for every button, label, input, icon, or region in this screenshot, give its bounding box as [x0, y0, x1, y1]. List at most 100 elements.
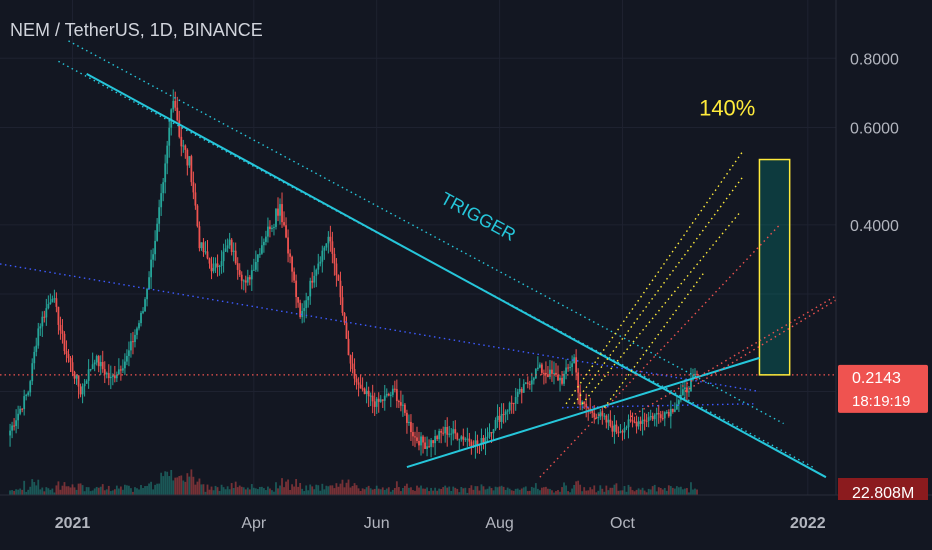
volume-bar — [27, 489, 30, 495]
candle-body — [279, 204, 281, 216]
candle-body — [208, 258, 211, 264]
trend-line[interactable] — [603, 270, 706, 409]
candle-body — [555, 372, 557, 375]
volume-bar — [51, 488, 54, 495]
candle-body — [93, 362, 96, 365]
trend-line[interactable] — [684, 293, 847, 393]
volume-bar — [134, 487, 136, 495]
volume-bar — [401, 487, 404, 495]
volume-bar — [232, 487, 235, 495]
volume-bar — [651, 486, 654, 495]
volume-bar — [605, 485, 608, 495]
candle-body — [75, 375, 78, 379]
volume-bar — [412, 490, 414, 495]
candle-body — [27, 392, 30, 395]
volume-bar — [655, 491, 658, 495]
candle-body — [335, 263, 338, 276]
volume-bar — [359, 490, 362, 495]
candle-body — [53, 298, 56, 300]
trend-line[interactable] — [0, 263, 760, 393]
candle-body — [377, 398, 380, 402]
time-axis[interactable] — [0, 495, 932, 550]
volume-bar — [416, 485, 418, 495]
candle-body — [69, 358, 72, 363]
candle-body — [536, 367, 539, 370]
candle-body — [391, 388, 394, 395]
trend-line[interactable] — [58, 60, 817, 470]
volume-bar — [107, 485, 110, 495]
volume-bar — [607, 490, 610, 495]
volume-bar — [208, 489, 211, 495]
candle-body — [625, 427, 628, 429]
candle-body — [126, 355, 128, 362]
volume-bar — [329, 485, 332, 495]
volume-bar — [17, 489, 20, 495]
volume-bar — [601, 488, 604, 495]
trigger-trend-line[interactable] — [86, 72, 827, 479]
symbol-title: NEM / TetherUS, 1D, BINANCE — [10, 20, 263, 40]
candle-body — [446, 426, 449, 435]
candle-body — [309, 280, 312, 297]
candle-body — [440, 431, 443, 433]
volume-bar — [283, 487, 285, 495]
candle-body — [91, 364, 94, 370]
trend-line[interactable] — [68, 40, 784, 425]
volume-bar — [569, 492, 571, 495]
candle-body — [494, 419, 497, 430]
volume-bar — [180, 475, 183, 495]
volume-bar — [667, 485, 670, 495]
candle-body — [379, 399, 382, 402]
candle-body — [432, 440, 435, 444]
volume-badge — [838, 478, 928, 500]
volume-bar — [615, 483, 618, 495]
volume-bar — [311, 486, 314, 495]
volume-bar — [295, 479, 298, 495]
volume-bar — [260, 486, 263, 495]
candle-body — [41, 316, 44, 327]
candle-body — [79, 386, 82, 395]
volume-bar — [13, 490, 16, 495]
volume-bar — [196, 481, 199, 495]
volume-bar — [89, 491, 92, 495]
candle-body — [321, 250, 324, 262]
volume-bar — [597, 490, 600, 495]
volume-bar — [303, 491, 306, 495]
candle-body — [530, 380, 533, 385]
volume-bar — [406, 483, 408, 495]
volume-bar — [345, 482, 348, 495]
candle-body — [103, 369, 106, 375]
candle-body — [615, 424, 618, 433]
trend-line[interactable] — [573, 175, 744, 405]
candle-body — [23, 396, 26, 410]
volume-bar — [57, 481, 60, 495]
candle-body — [647, 417, 650, 421]
trend-line[interactable] — [539, 224, 781, 478]
trend-line[interactable] — [562, 403, 754, 409]
volume-bar — [271, 490, 273, 495]
target-box[interactable] — [758, 158, 791, 376]
trend-line[interactable] — [630, 243, 925, 418]
price-axis[interactable] — [836, 0, 932, 550]
candle-body — [587, 407, 590, 409]
candle-body — [140, 312, 142, 324]
candle-body — [55, 298, 58, 307]
trend-line[interactable] — [581, 212, 740, 405]
volume-bar — [482, 486, 485, 495]
volume-bar — [563, 482, 565, 495]
volume-bar — [11, 490, 13, 495]
x-tick-label: Apr — [241, 515, 267, 532]
last-price-label: 0.2143 — [852, 370, 901, 387]
volume-bar — [363, 489, 366, 495]
volume-bar — [387, 487, 390, 495]
candle-body — [21, 408, 24, 410]
volume-bar — [424, 488, 426, 495]
volume-bar — [65, 486, 68, 495]
volume-bar — [377, 488, 380, 495]
volume-bar — [545, 486, 547, 495]
volume-bar — [281, 478, 283, 495]
candle-body — [111, 375, 114, 377]
candle-body — [327, 236, 330, 244]
candle-body — [315, 269, 318, 276]
candle-body — [369, 395, 372, 397]
